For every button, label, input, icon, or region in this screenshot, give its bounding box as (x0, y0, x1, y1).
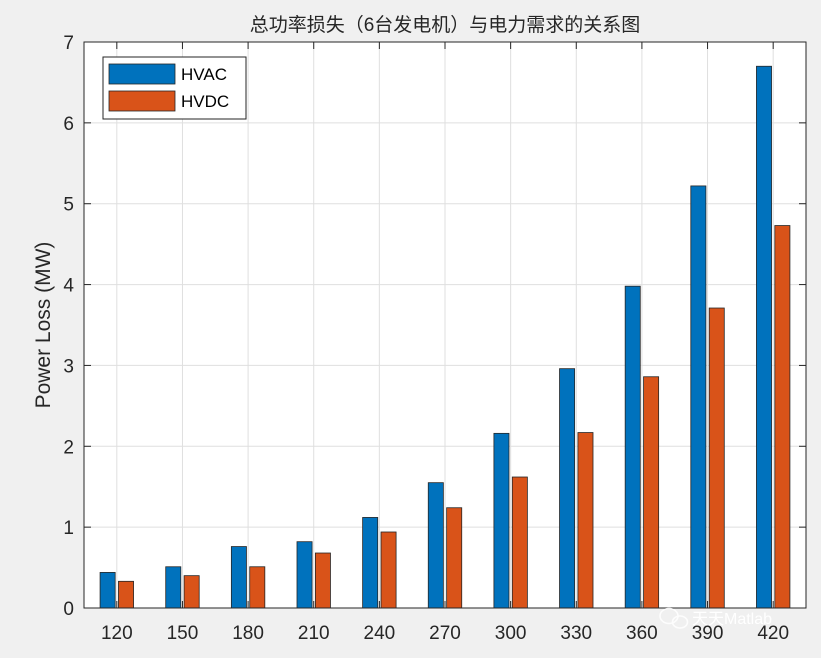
x-tick-label: 300 (495, 623, 527, 644)
bar-hvdc-270 (446, 507, 463, 609)
bar-hvac-180 (230, 546, 247, 609)
bar-hvdc-210 (314, 552, 331, 609)
bar-hvac-270 (427, 482, 444, 609)
y-tick-label: 0 (63, 599, 74, 620)
bar-hvdc-240 (380, 531, 397, 609)
x-tick-label: 390 (692, 623, 724, 644)
x-tick-label: 420 (757, 623, 789, 644)
bar-hvac-120 (99, 572, 116, 609)
legend-label-hvac: HVAC (181, 65, 227, 84)
bar-hvac-420 (756, 65, 772, 609)
bar-hvac-240 (362, 517, 379, 609)
bar-hvdc-360 (643, 376, 660, 609)
x-tick-label: 120 (101, 623, 133, 644)
bar-hvac-360 (624, 285, 641, 609)
bar-hvdc-300 (511, 476, 528, 609)
y-tick-label: 7 (63, 33, 74, 54)
bar-hvdc-120 (118, 580, 134, 609)
y-tick-label: 4 (63, 276, 74, 297)
bars (99, 65, 791, 609)
x-tick-label: 240 (364, 623, 396, 644)
y-tick-label: 5 (63, 195, 74, 216)
y-tick-label: 2 (63, 437, 74, 458)
x-tick-label: 270 (429, 623, 461, 644)
legend: HVAC HVDC (102, 56, 247, 120)
y-tick-label: 3 (63, 356, 74, 377)
bar-hvdc-180 (249, 566, 266, 609)
bar-hvdc-150 (183, 575, 200, 609)
x-tick-label: 210 (298, 623, 330, 644)
bar-hvac-210 (296, 541, 313, 609)
x-tick-label: 330 (560, 623, 592, 644)
y-tick-label: 1 (63, 518, 74, 539)
legend-swatch-hvdc (108, 90, 176, 112)
x-tick-label: 150 (167, 623, 199, 644)
y-tick-label: 6 (63, 114, 74, 135)
bar-hvac-300 (493, 432, 510, 609)
bar-hvac-330 (559, 368, 576, 609)
bar-hvdc-420 (774, 225, 791, 609)
legend-label-hvdc: HVDC (181, 92, 229, 111)
y-axis-label: Power Loss (MW) (32, 242, 55, 409)
wechat-icon (659, 607, 689, 629)
x-tick-label: 180 (232, 623, 264, 644)
ticks (84, 41, 806, 609)
x-tick-label: 360 (626, 623, 658, 644)
bar-hvac-150 (165, 566, 182, 609)
bar-hvdc-330 (577, 432, 594, 609)
watermark-text: 天天Matlab (692, 611, 772, 628)
watermark: 天天Matlab (659, 607, 772, 629)
bar-hvdc-390 (708, 307, 725, 609)
legend-swatch-hvac (108, 63, 176, 85)
bar-hvac-390 (690, 185, 707, 609)
y-tick-labels: 0 1 2 3 4 5 6 7 (63, 33, 74, 620)
x-tick-labels: 120 150 180 210 240 270 300 330 360 390 420 (101, 623, 789, 644)
chart-title: 总功率损失（6台发电机）与电力需求的关系图 (250, 14, 641, 36)
